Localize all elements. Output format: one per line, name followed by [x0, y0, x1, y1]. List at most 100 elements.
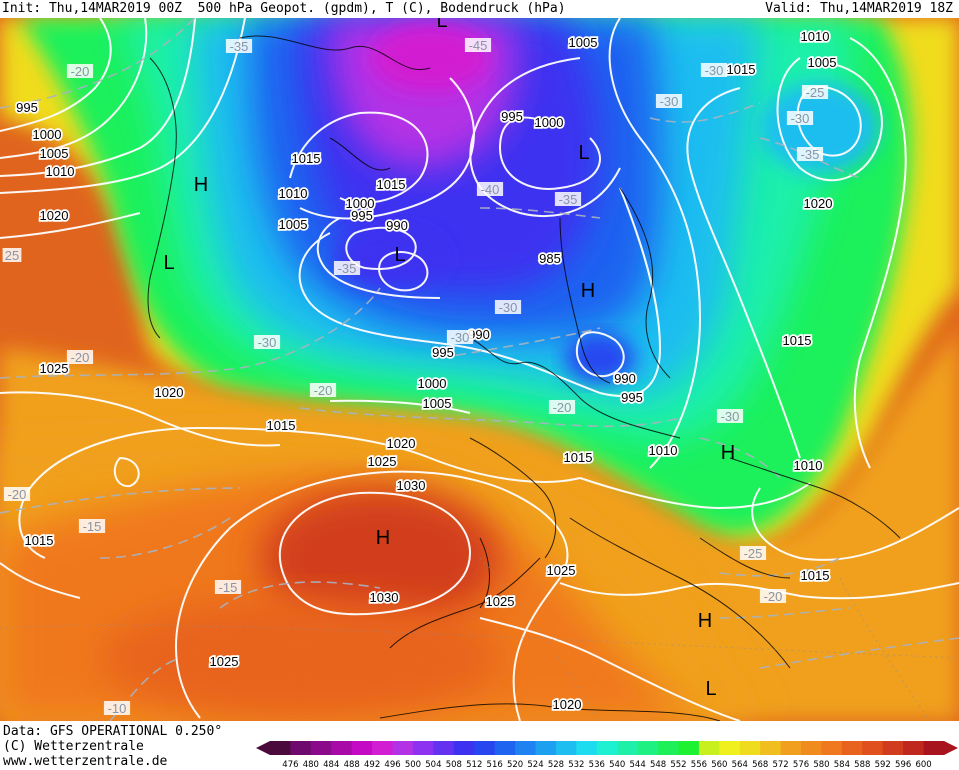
- pressure-label-text: 1025: [547, 563, 576, 578]
- pressure-label-text: 1005: [569, 35, 598, 50]
- pressure-label: 1030: [395, 476, 427, 495]
- pressure-label-text: 1025: [40, 361, 69, 376]
- temperature-label: -35: [225, 39, 253, 54]
- chart-header: Init: Thu,14MAR2019 00Z 500 hPa Geopot. …: [0, 0, 959, 18]
- pressure-label-text: 1005: [40, 146, 69, 161]
- pressure-label-text: 1010: [801, 29, 830, 44]
- colorbar-swatch: [780, 741, 802, 755]
- temperature-label: -15: [78, 519, 106, 534]
- colorbar-swatch: [351, 741, 373, 755]
- pressure-label-text: 1030: [397, 478, 426, 493]
- colorbar-swatch: [617, 741, 639, 755]
- pressure-label: 1015: [290, 149, 322, 168]
- colorbar-swatch: [535, 741, 557, 755]
- pressure-label-text: 1010: [46, 164, 75, 179]
- temperature-label-text: 25: [5, 248, 19, 263]
- temperature-label: -20: [759, 589, 787, 604]
- temperature-label-text: -30: [660, 94, 679, 109]
- pressure-label-text: 1030: [370, 590, 399, 605]
- pressure-label-text: 1025: [486, 594, 515, 609]
- temperature-label-text: -30: [258, 335, 277, 350]
- pressure-label-text: 995: [501, 109, 523, 124]
- temperature-label-layer: -35 -45 -20 -30 -25 -30 -30 -35 -40 -35 25 -35 -30 -3…: [2, 38, 829, 716]
- pressure-label: 990: [612, 369, 637, 388]
- pressure-label: 1020: [551, 695, 583, 714]
- temperature-label: -10: [103, 701, 131, 716]
- temperature-label-text: -20: [553, 400, 572, 415]
- temperature-label: -30: [446, 330, 474, 345]
- colorbar-tick-label: 556: [691, 760, 707, 769]
- colorbar-swatch: [515, 741, 537, 755]
- colorbar-tick-label: 544: [630, 760, 646, 769]
- pressure-label: 1025: [38, 359, 70, 378]
- website-link[interactable]: www.wetterzentrale.de: [3, 754, 168, 769]
- temperature-label-text: -20: [764, 589, 783, 604]
- colorbar-tick-label: 560: [711, 760, 727, 769]
- colorbar-tick-label: 508: [446, 760, 462, 769]
- colorbar-tick-label: 592: [875, 760, 891, 769]
- colorbar-swatch: [270, 741, 291, 755]
- colorbar-swatch: [801, 741, 822, 755]
- pressure-label-text: 1015: [564, 450, 593, 465]
- pressure-label-text: 995: [351, 208, 373, 223]
- pressure-label-text: 1015: [801, 568, 830, 583]
- pressure-label: 1020: [385, 434, 417, 453]
- temperature-label-text: -15: [83, 519, 102, 534]
- pressure-label-text: 1020: [804, 196, 833, 211]
- colorbar-tick-label: 484: [323, 760, 339, 769]
- pressure-label-text: 1020: [155, 385, 184, 400]
- temperature-label-text: -45: [469, 38, 488, 53]
- valid-time-label: Valid: Thu,14MAR2019 18Z: [765, 1, 953, 16]
- pressure-label: 1010: [647, 441, 679, 460]
- pressure-label-text: 1015: [267, 418, 296, 433]
- pressure-label-text: 995: [16, 100, 38, 115]
- colorbar-tick-label: 512: [466, 760, 482, 769]
- pressure-label-text: 995: [621, 390, 643, 405]
- pressure-label-text: 985: [539, 251, 561, 266]
- temperature-label: -20: [548, 400, 576, 415]
- colorbar-tick-label: 516: [487, 760, 503, 769]
- colorbar-swatch: [310, 741, 332, 755]
- high-pressure-marker: H: [194, 174, 208, 196]
- pressure-label: 1015: [562, 448, 594, 467]
- pressure-label: 1000: [344, 194, 376, 213]
- colorbar-tick-label: 504: [425, 760, 441, 769]
- colorbar-swatch: [658, 741, 679, 755]
- pressure-label: 1025: [208, 652, 240, 671]
- colorbar-min-arrow: [256, 741, 270, 755]
- temperature-label-text: -30: [499, 300, 518, 315]
- temperature-label: -15: [214, 580, 242, 595]
- colorbar-swatch: [372, 741, 394, 755]
- colorbar-tick-label: 568: [752, 760, 768, 769]
- temperature-label: -35: [554, 192, 582, 207]
- high-pressure-marker: H: [581, 280, 595, 302]
- colorbar-swatch: [596, 741, 618, 755]
- pressure-label: 1005: [277, 215, 309, 234]
- pressure-label-text: 1015: [377, 177, 406, 192]
- low-pressure-marker: L: [394, 244, 405, 266]
- pressure-label: 1020: [802, 194, 834, 213]
- pressure-label-text: 1000: [535, 115, 564, 130]
- colorbar-tick-label: 572: [772, 760, 788, 769]
- pressure-label: 1015: [265, 416, 297, 435]
- colorbar-tick-label: 596: [895, 760, 911, 769]
- colorbar-swatch: [576, 741, 598, 755]
- colorbar-swatch: [882, 741, 904, 755]
- colorbar-swatch: [862, 741, 884, 755]
- colorbar-tick-label: 540: [609, 760, 625, 769]
- colorbar-tick-label: 476: [282, 760, 298, 769]
- temperature-label-text: -35: [559, 192, 578, 207]
- colorbar-swatch: [841, 741, 863, 755]
- temperature-isotherms: [0, 18, 959, 721]
- init-time-label: Init: Thu,14MAR2019 00Z: [2, 1, 183, 16]
- temperature-label-text: -20: [71, 64, 90, 79]
- pressure-label-text: 1015: [25, 533, 54, 548]
- colorbar-swatch: [821, 741, 843, 755]
- colorbar-tick-label: 584: [834, 760, 850, 769]
- colorbar-swatch: [637, 741, 659, 755]
- pressure-label: 1015: [725, 60, 757, 79]
- low-pressure-marker: L: [578, 142, 589, 164]
- pressure-label-text: 1025: [210, 654, 239, 669]
- pressure-label: 995: [499, 107, 524, 126]
- pressure-label: 1015: [799, 566, 831, 585]
